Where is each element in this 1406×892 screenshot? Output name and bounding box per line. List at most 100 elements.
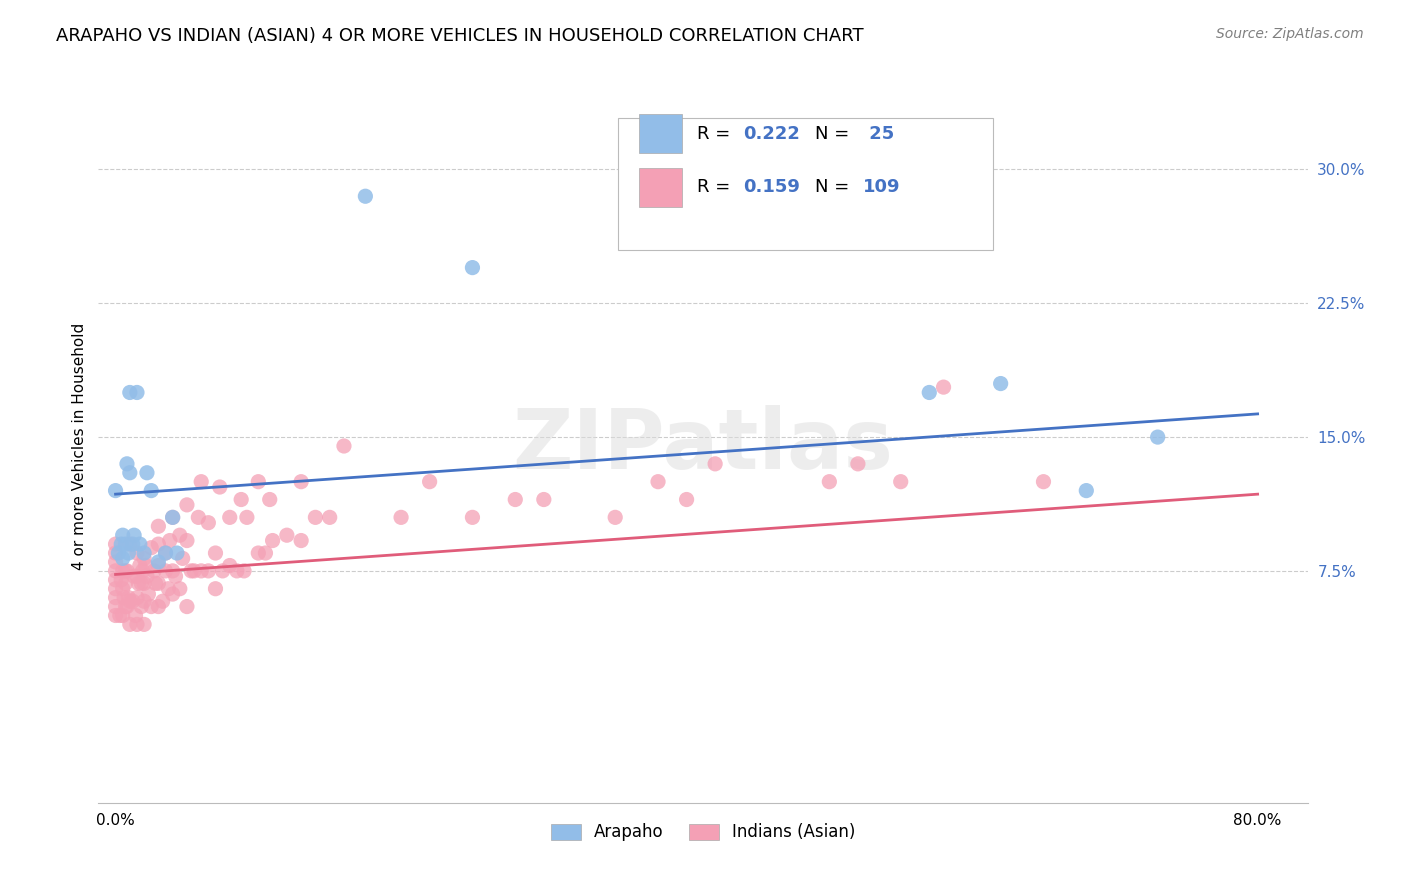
- Point: [145, 576, 167, 591]
- Point: [247, 546, 270, 560]
- Point: [533, 492, 555, 507]
- Point: [110, 573, 132, 587]
- Point: [132, 551, 155, 566]
- Point: [107, 546, 129, 560]
- Point: [190, 564, 212, 578]
- Point: [333, 439, 356, 453]
- Point: [1146, 430, 1168, 444]
- Point: [115, 599, 138, 614]
- Point: [169, 528, 191, 542]
- Point: [190, 475, 212, 489]
- Point: [218, 510, 240, 524]
- Point: [605, 510, 627, 524]
- Point: [318, 510, 340, 524]
- Point: [166, 546, 188, 560]
- Point: [114, 537, 136, 551]
- Point: [136, 569, 159, 583]
- Point: [290, 533, 312, 548]
- Point: [918, 385, 941, 400]
- Point: [169, 582, 191, 596]
- Point: [125, 546, 148, 560]
- FancyBboxPatch shape: [638, 168, 682, 207]
- Point: [233, 564, 256, 578]
- Point: [276, 528, 298, 542]
- Point: [128, 558, 150, 573]
- Point: [675, 492, 697, 507]
- Point: [122, 528, 145, 542]
- Point: [104, 555, 127, 569]
- Point: [141, 541, 163, 555]
- Text: R =: R =: [697, 125, 735, 143]
- Point: [148, 537, 170, 551]
- Point: [162, 587, 184, 601]
- Point: [111, 528, 134, 542]
- Point: [155, 546, 177, 560]
- Text: ZIPatlas: ZIPatlas: [513, 406, 893, 486]
- Point: [118, 385, 141, 400]
- Point: [104, 582, 127, 596]
- Point: [155, 564, 177, 578]
- Point: [118, 617, 141, 632]
- Point: [104, 564, 127, 578]
- Point: [1076, 483, 1098, 498]
- Point: [157, 582, 180, 596]
- Point: [114, 576, 136, 591]
- FancyBboxPatch shape: [619, 118, 993, 250]
- Point: [115, 457, 138, 471]
- Point: [890, 475, 912, 489]
- Point: [129, 576, 152, 591]
- Point: [461, 260, 484, 275]
- Text: 25: 25: [863, 125, 894, 143]
- Point: [290, 475, 312, 489]
- Point: [132, 594, 155, 608]
- Point: [155, 546, 177, 560]
- Point: [104, 573, 127, 587]
- Point: [176, 599, 198, 614]
- Text: N =: N =: [815, 178, 855, 196]
- Point: [148, 519, 170, 533]
- Point: [204, 582, 226, 596]
- Point: [117, 591, 139, 605]
- Point: [111, 582, 134, 596]
- Point: [132, 617, 155, 632]
- Point: [148, 599, 170, 614]
- Point: [218, 558, 240, 573]
- Point: [125, 617, 148, 632]
- Point: [197, 516, 219, 530]
- Point: [138, 587, 160, 601]
- Point: [231, 492, 253, 507]
- Point: [143, 564, 166, 578]
- Y-axis label: 4 or more Vehicles in Household: 4 or more Vehicles in Household: [72, 322, 87, 570]
- FancyBboxPatch shape: [638, 114, 682, 153]
- Point: [211, 564, 233, 578]
- Point: [114, 599, 136, 614]
- Point: [304, 510, 326, 524]
- Point: [180, 564, 202, 578]
- Point: [104, 546, 127, 560]
- Text: 0.222: 0.222: [742, 125, 800, 143]
- Point: [141, 483, 163, 498]
- Point: [503, 492, 526, 507]
- Point: [389, 510, 412, 524]
- Text: R =: R =: [697, 178, 735, 196]
- Point: [111, 608, 134, 623]
- Point: [118, 594, 141, 608]
- Point: [111, 551, 134, 566]
- Point: [104, 483, 127, 498]
- Point: [818, 475, 841, 489]
- Point: [247, 475, 270, 489]
- Point: [197, 564, 219, 578]
- Point: [148, 576, 170, 591]
- Point: [104, 599, 127, 614]
- Point: [262, 533, 284, 548]
- Point: [990, 376, 1012, 391]
- Point: [104, 608, 127, 623]
- Point: [110, 537, 132, 551]
- Point: [122, 569, 145, 583]
- Point: [141, 599, 163, 614]
- Point: [225, 564, 247, 578]
- Point: [187, 510, 209, 524]
- Point: [176, 498, 198, 512]
- Point: [127, 576, 149, 591]
- Point: [132, 546, 155, 560]
